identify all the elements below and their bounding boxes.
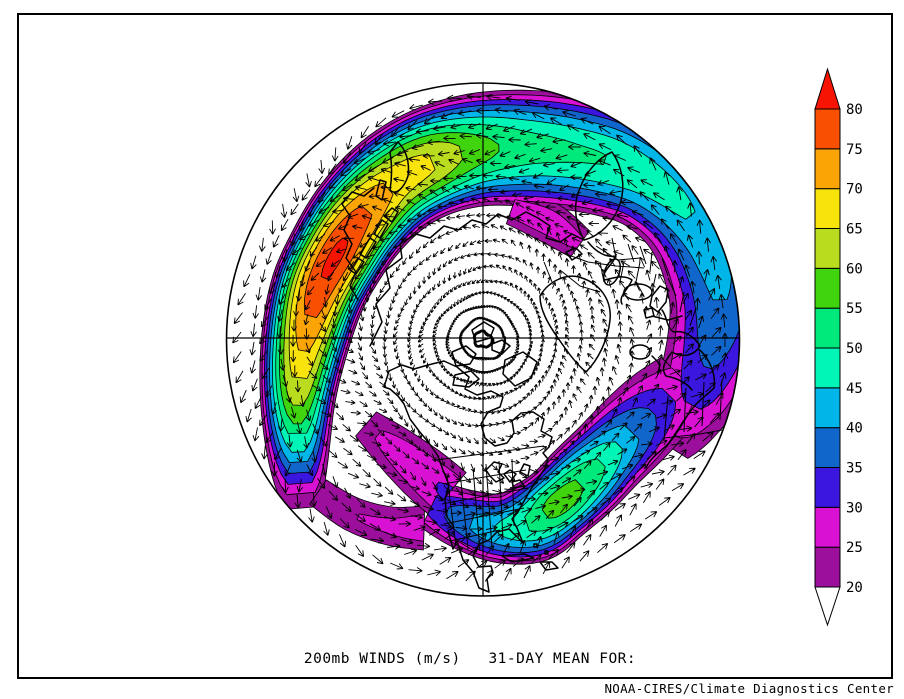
colorbar-label-25: 25: [846, 540, 863, 556]
title-block: 200mb WINDS (m/s) 31-DAY MEAN FOR: Fri D…: [60, 619, 880, 699]
attribution-text: NOAA-CIRES/Climate Diagnostics Center: [604, 681, 894, 696]
plot-title-line1: 200mb WINDS (m/s) 31-DAY MEAN FOR:: [303, 651, 637, 667]
colorbar-label-50: 50: [846, 341, 863, 357]
colorbar-label-65: 65: [846, 222, 863, 238]
colorbar: 20 25 30 35 40 45 50 55 60 65 70 75 80: [814, 67, 863, 627]
colorbar-segment-50: [814, 307, 841, 349]
colorbar-below-min-arrow: [814, 586, 841, 627]
colorbar-segment-40: [814, 387, 841, 429]
colorbar-segment-20: [814, 546, 841, 588]
colorbar-segment-75: [814, 108, 841, 150]
colorbar-segment-65: [814, 188, 841, 230]
colorbar-label-45: 45: [846, 381, 863, 397]
colorbar-label-80: 80: [846, 102, 863, 118]
map-boundary-circle: [225, 82, 741, 597]
colorbar-segment-30: [814, 467, 841, 508]
colorbar-label-30: 30: [846, 500, 863, 516]
colorbar-label-20: 20: [846, 580, 863, 596]
political-borders: [435, 237, 723, 553]
colorbar-label-40: 40: [846, 421, 863, 437]
colorbar-segment-45: [814, 347, 841, 389]
outer-border: [17, 13, 893, 679]
colorbar-above-max-arrow: [814, 67, 841, 110]
colorbar-segment-55: [814, 267, 841, 309]
colorbar-label-70: 70: [846, 182, 863, 198]
colorbar-label-55: 55: [846, 301, 863, 317]
map-content: [232, 89, 740, 593]
colorbar-label-60: 60: [846, 261, 863, 277]
coastlines: [341, 141, 716, 593]
colorbar-segment-35: [814, 427, 841, 468]
colorbar-segment-70: [814, 148, 841, 190]
colorbar-label-75: 75: [846, 142, 863, 158]
colorbar-label-35: 35: [846, 461, 863, 477]
colorbar-segment-60: [814, 228, 841, 269]
colorbar-segment-25: [814, 506, 841, 548]
